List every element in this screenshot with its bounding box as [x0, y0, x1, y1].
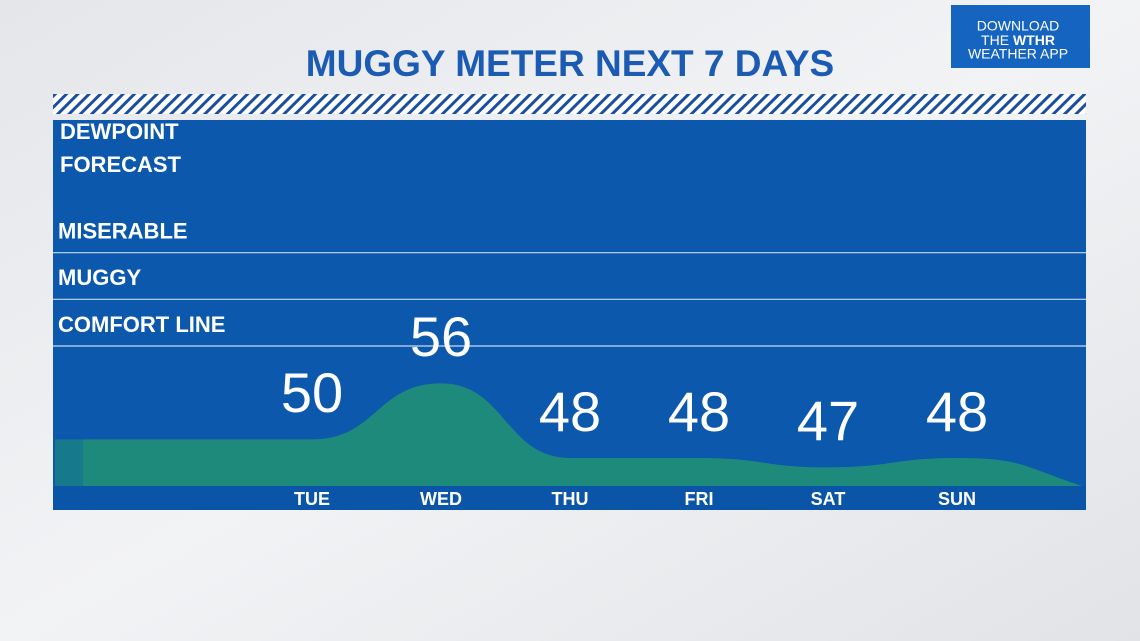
area — [312, 383, 957, 486]
x-tick-label: SUN — [938, 489, 976, 509]
x-tick-label: TUE — [294, 489, 330, 509]
chart-title: MUGGY METER NEXT 7 DAYS — [306, 43, 834, 84]
hatch-strip — [53, 94, 1086, 114]
plot: MISERABLE MUGGY COMFORT LINE 50 TUE 56 WED 48 TH… — [53, 218, 1086, 509]
value-label: 56 — [410, 305, 472, 368]
badge-text[interactable]: WTHR — [1013, 32, 1055, 48]
app-badge[interactable]: DOWNLOAD THE WTHR WEATHER APP — [951, 5, 1090, 68]
area-tail-shade — [55, 439, 83, 486]
area-tail — [55, 439, 312, 486]
x-tick-label: WED — [420, 489, 462, 509]
threshold-label: COMFORT LINE — [58, 312, 225, 337]
panel-label: DEWPOINT — [60, 119, 179, 144]
value-label: 48 — [926, 380, 988, 443]
badge-text[interactable]: DOWNLOAD — [977, 18, 1059, 34]
threshold-label: MISERABLE — [58, 218, 188, 243]
day-strip — [53, 486, 1086, 510]
x-tick-label: FRI — [685, 489, 714, 509]
x-tick-label: SAT — [811, 489, 846, 509]
value-label: 48 — [668, 380, 730, 443]
value-label: 48 — [539, 380, 601, 443]
badge-text[interactable]: THE — [981, 32, 1009, 48]
x-tick-label: THU — [552, 489, 589, 509]
value-label: 47 — [797, 389, 859, 452]
area-tail — [957, 458, 1082, 486]
badge-box[interactable] — [951, 5, 1090, 68]
threshold-label: MUGGY — [58, 265, 141, 290]
panel-label: FORECAST — [60, 152, 182, 177]
badge-text[interactable]: THE WTHR — [981, 32, 1055, 48]
value-label: 50 — [281, 361, 343, 424]
badge-text[interactable]: WEATHER APP — [968, 46, 1068, 62]
